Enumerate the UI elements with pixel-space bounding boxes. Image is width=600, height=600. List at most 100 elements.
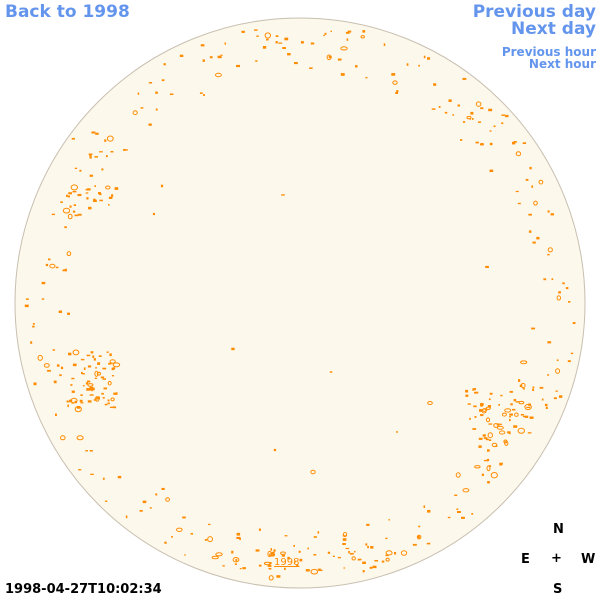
contour-loop: [94, 370, 99, 377]
contour-loop: [520, 360, 528, 365]
contour-fragment: [81, 371, 83, 374]
contour-fragment: [91, 387, 95, 391]
contour-fragment: [217, 55, 222, 59]
contour-fragment: [284, 567, 286, 570]
contour-fragment: [489, 142, 493, 146]
contour-loop: [107, 380, 112, 386]
contour-fragment: [124, 149, 128, 151]
contour-fragment: [163, 63, 166, 66]
contour-fragment: [512, 408, 516, 411]
contour-fragment: [305, 569, 310, 572]
contour-fragment: [74, 400, 77, 404]
contour-loop: [498, 430, 506, 435]
contour-loop: [501, 412, 507, 417]
contour-fragment: [142, 500, 147, 504]
contour-fragment: [139, 510, 143, 512]
contour-loop: [351, 556, 356, 561]
contour-loop: [547, 247, 553, 253]
contour-loop: [268, 575, 274, 581]
contour-loop: [504, 440, 509, 446]
contour-fragment: [111, 375, 115, 377]
contour-fragment: [222, 565, 225, 567]
contour-loop: [72, 349, 80, 356]
contour-fragment: [509, 413, 513, 416]
contour-fragment: [478, 437, 483, 440]
contour-loop: [37, 354, 43, 361]
contour-fragment: [85, 450, 88, 452]
contour-fragment: [324, 32, 327, 35]
contour-fragment: [282, 47, 286, 49]
contour-fragment: [275, 41, 278, 44]
back-to-year-link[interactable]: Back to 1998: [5, 2, 130, 22]
contour-fragment: [239, 537, 241, 541]
contour-fragment: [62, 269, 65, 272]
contour-fragment: [337, 556, 341, 559]
contour-loop: [207, 536, 214, 543]
next-hour-link[interactable]: Next hour: [528, 57, 596, 71]
compass-center-icon: +: [551, 551, 562, 566]
contour-fragment: [396, 90, 399, 93]
contour-fragment: [487, 481, 490, 484]
contour-fragment: [32, 323, 35, 325]
contour-fragment: [87, 380, 91, 383]
contour-fragment: [101, 168, 104, 171]
contour-fragment: [89, 388, 92, 391]
contour-fragment: [406, 63, 409, 66]
contour-fragment: [505, 114, 509, 118]
contour-fragment: [256, 35, 259, 37]
contour-fragment: [487, 405, 491, 408]
contour-loop: [264, 32, 271, 39]
contour-fragment: [475, 141, 479, 144]
contour-fragment: [488, 108, 493, 112]
contour-fragment: [202, 59, 205, 62]
contour-fragment: [86, 188, 91, 191]
previous-hour-link[interactable]: Previous hour: [501, 45, 596, 59]
contour-loop: [49, 263, 56, 269]
previous-day-link[interactable]: Previous day: [472, 2, 596, 22]
contour-fragment: [90, 473, 94, 475]
contour-fragment: [41, 298, 45, 300]
contour-fragment: [184, 554, 186, 556]
contour-fragment: [354, 550, 356, 553]
contour-fragment: [296, 564, 299, 566]
contour-fragment: [513, 425, 518, 428]
contour-fragment: [454, 494, 458, 496]
contour-fragment: [71, 390, 75, 393]
contour-fragment: [161, 487, 165, 490]
contour-fragment: [93, 358, 96, 361]
contour-fragment: [234, 563, 237, 565]
next-day-link[interactable]: Next day: [511, 19, 596, 39]
contour-fragment: [56, 364, 60, 367]
contour-fragment: [444, 111, 448, 114]
contour-fragment: [137, 92, 140, 95]
contour-fragment: [258, 528, 261, 531]
contour-fragment: [69, 400, 71, 402]
solar-disk: [14, 17, 586, 589]
contour-fragment: [489, 130, 492, 132]
contour-fragment: [365, 76, 368, 79]
contour-fragment: [92, 355, 95, 358]
contour-fragment: [254, 29, 258, 31]
contour-fragment: [74, 214, 79, 217]
contour-fragment: [82, 385, 85, 387]
contour-fragment: [104, 403, 108, 406]
contour-fragment: [547, 374, 550, 376]
contour-fragment: [179, 54, 184, 57]
contour-fragment: [102, 397, 105, 399]
contour-fragment: [111, 194, 114, 197]
contour-fragment: [385, 554, 389, 557]
contour-fragment: [524, 415, 529, 418]
year-link[interactable]: 1998: [274, 557, 300, 568]
contour-fragment: [480, 107, 484, 110]
contour-fragment: [287, 53, 291, 56]
contour-fragment: [525, 178, 529, 181]
contour-fragment: [94, 377, 97, 379]
contour-fragment: [51, 213, 55, 216]
contour-loop: [268, 553, 276, 557]
contour-fragment: [469, 417, 471, 420]
contour-fragment: [109, 353, 112, 357]
contour-loop: [263, 561, 271, 566]
contour-loop: [109, 359, 116, 364]
contour-fragment: [462, 77, 467, 80]
contour-fragment: [67, 195, 70, 198]
